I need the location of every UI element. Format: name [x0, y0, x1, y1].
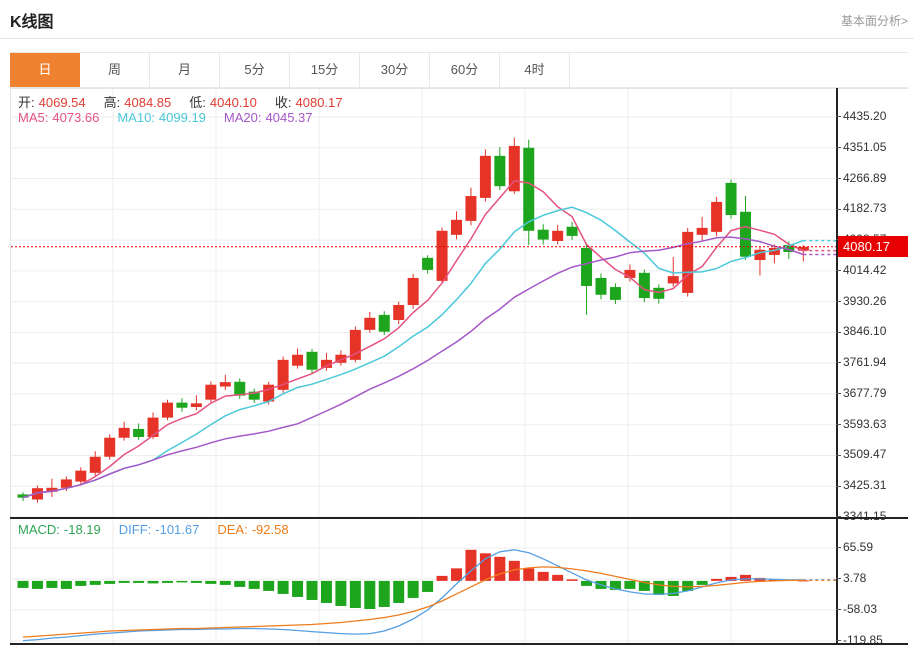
readout-item: MA10: 4099.19	[117, 110, 206, 125]
axis-tick-label: 65.59	[836, 540, 873, 554]
readout-item: 高: 4084.85	[103, 95, 172, 110]
title-divider	[0, 38, 914, 39]
readout-item: MA5: 4073.66	[18, 110, 100, 125]
axis-tick-label: 3677.79	[836, 386, 886, 400]
readout-item: MACD: -18.19	[18, 522, 101, 537]
axis-tick-label: 3.78	[836, 571, 866, 585]
fundamental-analysis-link[interactable]: 基本面分析>	[840, 14, 908, 28]
axis-tick-label: 3846.10	[836, 324, 886, 338]
axis-tick-label: 4014.42	[836, 263, 886, 277]
axis-tick-label: -58.03	[836, 602, 877, 616]
macd-chart-canvas[interactable]	[10, 518, 837, 644]
axis-tick-label: 4435.20	[836, 109, 886, 123]
chart-bottom-border	[10, 643, 908, 645]
axis-tick-label: 4266.89	[836, 171, 886, 185]
macd-readout: MACD: -18.19 DIFF: -101.67 DEA: -92.58	[18, 522, 307, 537]
tab-周[interactable]: 周	[80, 53, 150, 87]
readout-item: 低: 4040.10	[189, 95, 257, 110]
axis-tick-label: 3341.15	[836, 509, 886, 523]
axis-border	[836, 88, 838, 645]
main-chart-canvas[interactable]	[10, 88, 837, 518]
tab-60分[interactable]: 60分	[430, 53, 500, 87]
axis-tick-label: 3425.31	[836, 478, 886, 492]
readout-item: 收: 4080.17	[274, 95, 343, 110]
page-title: K线图	[10, 14, 54, 31]
readout-item: MA20: 4045.37	[223, 110, 313, 125]
price-axis: 4435.204351.054266.894182.734098.574014.…	[836, 88, 908, 647]
readout-item: DIFF: -101.67	[118, 522, 200, 537]
tab-4时[interactable]: 4时	[500, 53, 570, 87]
axis-tick-label: 3509.47	[836, 447, 886, 461]
axis-tick-label: 4351.05	[836, 140, 886, 154]
readout-item: 开: 4069.54	[18, 95, 86, 110]
last-price-badge: 4080.17	[838, 236, 908, 258]
tab-30分[interactable]: 30分	[360, 53, 430, 87]
tab-月[interactable]: 月	[150, 53, 220, 87]
axis-tick-label: 3761.94	[836, 355, 886, 369]
interval-tab-bar: 日周月 5分 15分 30分 60分 4时	[10, 52, 908, 88]
tab-5分[interactable]: 5分	[220, 53, 290, 87]
chart-region: 开: 4069.54 高: 4084.85 低: 4040.10 收: 4080.17 MA5…	[10, 88, 908, 647]
axis-tick-label: 3930.26	[836, 294, 886, 308]
tab-日[interactable]: 日	[10, 53, 80, 87]
axis-tick-label: 3593.63	[836, 417, 886, 431]
panel-divider	[10, 517, 908, 519]
axis-tick-label: 4182.73	[836, 201, 886, 215]
chart-top-border	[10, 88, 908, 89]
chart-left-border	[10, 88, 11, 645]
tab-15分[interactable]: 15分	[290, 53, 360, 87]
ohlc-readout: 开: 4069.54 高: 4084.85 低: 4040.10 收: 4080.17	[18, 92, 361, 111]
readout-item: DEA: -92.58	[217, 522, 289, 537]
ma-readout: MA5: 4073.66 MA10: 4099.19 MA20: 4045.37	[18, 110, 331, 125]
